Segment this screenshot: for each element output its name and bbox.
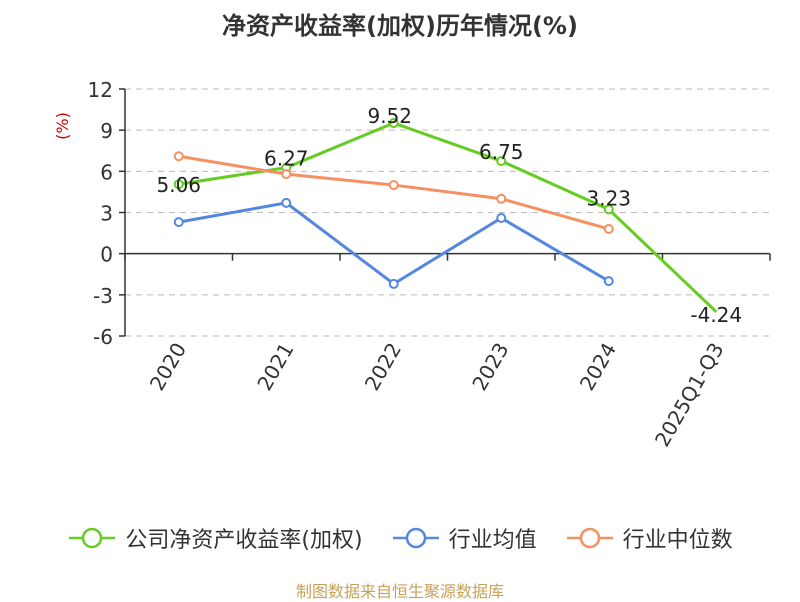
x-tick-label: 2022: [360, 339, 406, 395]
legend-label: 公司净资产收益率(加权): [125, 528, 363, 553]
chart-title: 净资产收益率(加权)历年情况(%): [222, 12, 578, 40]
data-label: 6.27: [264, 147, 309, 171]
series-line-2: [178, 154, 610, 231]
data-point: [496, 193, 507, 204]
y-tick-label: 3: [100, 202, 113, 226]
y-tick-label: 0: [100, 243, 113, 267]
y-tick-label: 6: [100, 160, 113, 184]
data-point: [603, 204, 614, 215]
legend-swatch: [69, 527, 116, 549]
data-label: 9.52: [367, 104, 412, 128]
series-line-0: [178, 121, 718, 313]
x-tick-label: 2024: [575, 339, 621, 395]
data-point: [388, 180, 399, 191]
y-tick-label: -3: [93, 284, 113, 308]
data-label: 3.23: [586, 186, 631, 210]
data-point: [173, 217, 184, 228]
legend-item[interactable]: 行业中位数: [565, 522, 733, 554]
data-point: [603, 276, 614, 287]
data-point: [388, 278, 399, 289]
y-tick-labels: 12 9 6 3 0 -3 -6: [88, 78, 113, 349]
x-tick-labels: 2020 2021 2022 2023 2024 2025Q1-Q3: [145, 339, 729, 451]
legend-swatch: [566, 527, 613, 549]
x-tick-label: 2025Q1-Q3: [650, 339, 729, 451]
axes: [119, 88, 771, 337]
series-lines: [173, 118, 718, 313]
y-tick-label: 9: [100, 119, 113, 143]
legend: 公司净资产收益率(加权) 行业均值 行业中位数: [0, 522, 800, 554]
data-point: [496, 212, 507, 223]
grid-lines: [125, 88, 770, 337]
x-tick-label: 2021: [252, 339, 298, 395]
data-point: [173, 151, 184, 162]
x-tick-label: 2023: [467, 339, 513, 395]
legend-label: 行业均值: [448, 528, 537, 553]
data-label: 6.75: [479, 140, 524, 164]
data-point: [496, 156, 507, 167]
x-tick-label: 2020: [145, 339, 191, 395]
y-axis-label: (%): [53, 112, 72, 140]
data-point: [388, 118, 399, 129]
legend-label: 行业中位数: [622, 528, 733, 553]
data-label: -4.24: [690, 303, 742, 327]
y-tick-label: -6: [93, 325, 113, 349]
data-point: [173, 179, 184, 190]
source-note: 制图数据来自恒生聚源数据库: [295, 582, 504, 601]
legend-swatch: [392, 527, 439, 549]
data-point: [603, 223, 614, 234]
y-tick-label: 12: [88, 78, 113, 102]
data-labels: 5.06 6.27 9.52 6.75 3.23 -4.24: [156, 104, 742, 327]
data-point: [281, 197, 292, 208]
legend-item[interactable]: 行业均值: [391, 522, 537, 554]
data-label: 5.06: [156, 173, 201, 197]
data-point: [281, 169, 292, 180]
legend-item[interactable]: 公司净资产收益率(加权): [67, 522, 363, 554]
series-line-1: [178, 201, 610, 286]
